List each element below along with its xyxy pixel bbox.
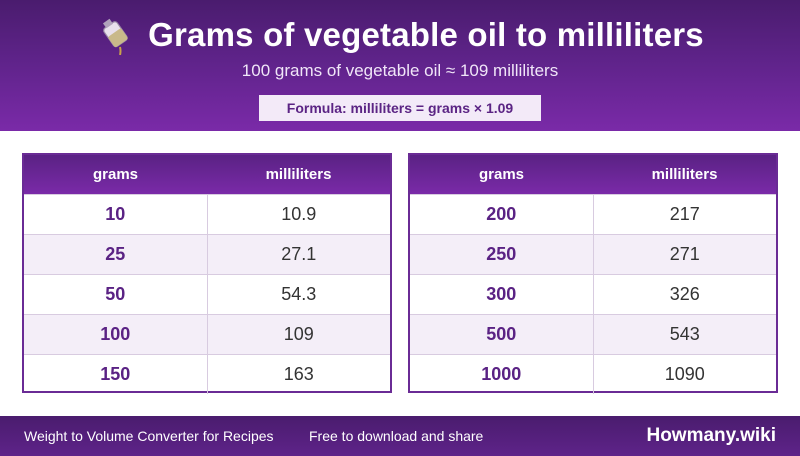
milliliters-cell: 54.3: [281, 284, 317, 304]
brand-logo-text[interactable]: Howmany.wiki: [646, 425, 776, 446]
grams-cell: 1000: [410, 355, 594, 394]
footer-tagline: Free to download and share: [309, 428, 484, 444]
table-row: 300 326: [410, 274, 776, 314]
conversion-table-right: grams milliliters 200 217 250 271 300 32…: [408, 153, 778, 394]
grams-cell: 10: [24, 195, 208, 234]
grams-cell: 500: [410, 315, 594, 354]
milliliters-cell: 27.1: [281, 244, 317, 264]
conversion-table-left: grams milliliters 10 10.9 25 27.1 50 54.…: [22, 153, 392, 394]
oil-bottle-pour-icon: [103, 18, 128, 55]
table-row: 500 543: [410, 314, 776, 354]
page-subtitle: 100 grams of vegetable oil ≈ 109 millili…: [241, 61, 559, 80]
table-row: 1000 1090: [410, 354, 776, 394]
table-row: 25 27.1: [24, 234, 390, 274]
milliliters-cell: 163: [283, 364, 314, 384]
grams-cell: 150: [24, 355, 208, 394]
title-row: Grams of vegetable oil to milliliters: [0, 13, 800, 57]
milliliters-cell: 109: [283, 324, 314, 344]
milliliters-cell: 326: [669, 284, 700, 304]
grams-cell: 300: [410, 275, 594, 314]
milliliters-cell: 543: [669, 324, 700, 344]
table-row: 50 54.3: [24, 274, 390, 314]
page-title: Grams of vegetable oil to milliliters: [148, 16, 704, 53]
column-header-grams: grams: [478, 166, 525, 183]
grams-cell: 250: [410, 235, 594, 274]
milliliters-cell: 217: [669, 204, 700, 224]
table-row: 200 217: [410, 194, 776, 234]
formula-badge: Formula: milliliters = grams × 1.09: [259, 95, 541, 121]
table-header: grams milliliters: [410, 155, 776, 194]
footer-app-name: Weight to Volume Converter for Recipes: [24, 428, 274, 444]
table-row: 150 163: [24, 354, 390, 394]
grams-cell: 50: [24, 275, 208, 314]
header-banner: Grams of vegetable oil to milliliters 10…: [0, 0, 800, 131]
column-header-milliliters: milliliters: [651, 166, 718, 183]
table-row: 100 109: [24, 314, 390, 354]
column-header-grams: grams: [92, 166, 139, 183]
grams-cell: 200: [410, 195, 594, 234]
table-row: 250 271: [410, 234, 776, 274]
footer-bar: Weight to Volume Converter for Recipes F…: [0, 416, 800, 456]
grams-cell: 100: [24, 315, 208, 354]
column-header-milliliters: milliliters: [265, 166, 332, 183]
table-row: 10 10.9: [24, 194, 390, 234]
grams-cell: 25: [24, 235, 208, 274]
table-header: grams milliliters: [24, 155, 390, 194]
milliliters-cell: 271: [669, 244, 700, 264]
milliliters-cell: 10.9: [281, 204, 317, 224]
milliliters-cell: 1090: [664, 364, 705, 384]
